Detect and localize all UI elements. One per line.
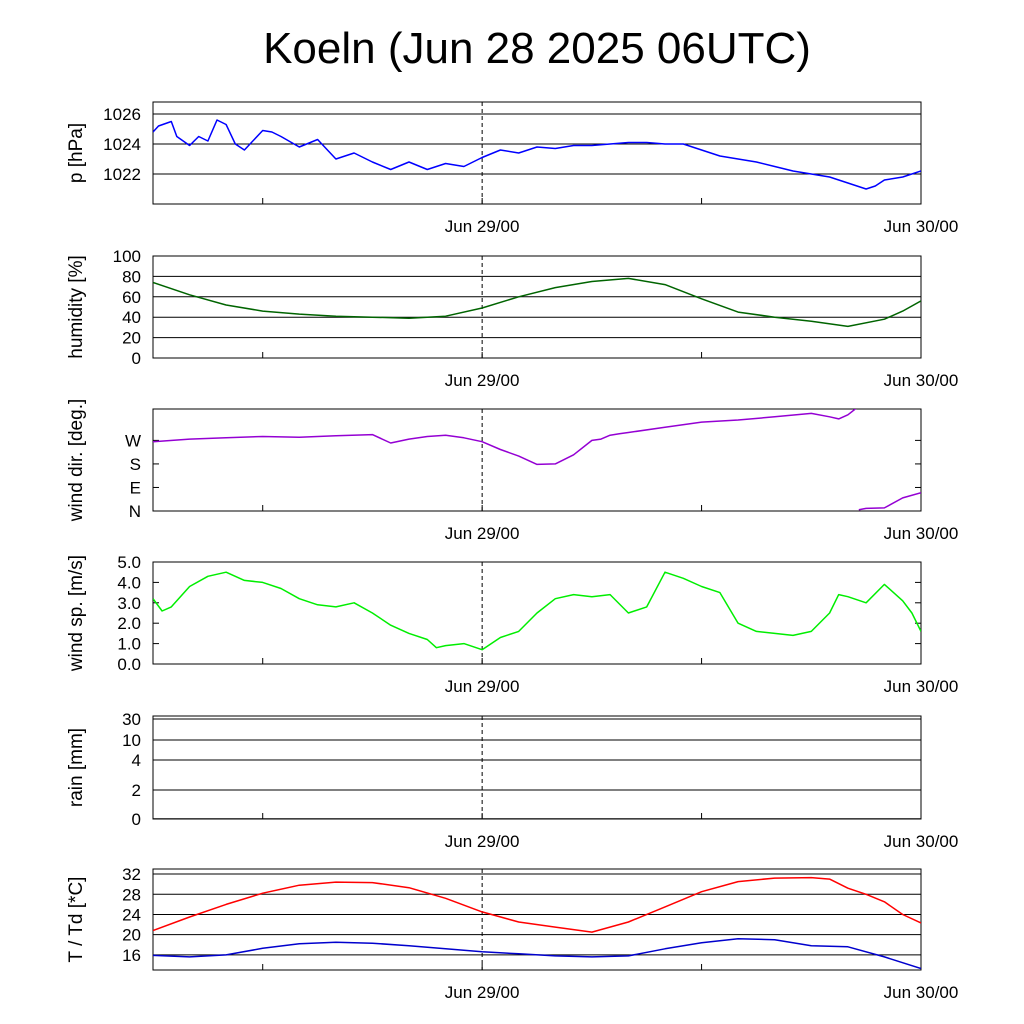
wind-direction-xtick-label: Jun 29/00	[445, 524, 520, 543]
pressure-panel: 1022 1024 1026 Jun 29/00 Jun 30/00 p [hPa]	[66, 101, 959, 236]
humidity-ytick-label: 100	[113, 247, 141, 266]
temperature-series-line	[153, 876, 921, 933]
wind-direction-ytick-label: W	[125, 431, 141, 450]
temperature-series-line	[153, 937, 921, 970]
wind-speed-ytick-label: 3.0	[117, 594, 141, 613]
humidity-ytick-label: 0	[132, 349, 141, 368]
wind-speed-frame	[152, 561, 922, 665]
rain-ylabel: rain [mm]	[66, 728, 87, 807]
temperature-ytick-label: 16	[122, 946, 141, 965]
humidity-series-line	[153, 277, 921, 328]
wind-speed-xtick-label: Jun 29/00	[445, 677, 520, 696]
pressure-frame	[152, 101, 922, 205]
wind-speed-series-line	[153, 571, 921, 651]
wind-direction-xtick-label: Jun 30/00	[884, 524, 959, 543]
wind-speed-ytick-label: 4.0	[117, 573, 141, 592]
temperature-frame	[152, 868, 922, 971]
rain-ytick-label: 30	[122, 710, 141, 729]
humidity-ytick-label: 20	[122, 329, 141, 348]
wind-direction-ytick-label: E	[130, 478, 141, 497]
rain-panel: 0 2 410 30 Jun 29/00 Jun 30/00 rain [mm]	[66, 710, 958, 851]
wind-direction-series-line	[153, 409, 857, 466]
wind-speed-ytick-label: 1.0	[117, 635, 141, 654]
wind-speed-panel: 0.01.0 2.03.0 4.05.0 Jun 29/00 Jun 30/00 wind…	[66, 553, 958, 696]
pressure-ylabel: p [hPa]	[66, 123, 87, 183]
temperature-ytick-label: 28	[122, 885, 141, 904]
humidity-ytick-label: 80	[122, 267, 141, 286]
temperature-ylabel: T / Td [*C]	[66, 877, 87, 963]
rain-ytick-label: 4	[132, 751, 141, 770]
wind-direction-series-line	[858, 491, 921, 511]
humidity-ytick-label: 60	[122, 288, 141, 307]
pressure-ytick-label: 1026	[103, 105, 141, 124]
temperature-ytick-label: 24	[122, 905, 141, 924]
wind-speed-ytick-label: 5.0	[117, 553, 141, 572]
rain-ytick-label: 10	[122, 731, 141, 750]
rain-xtick-label: Jun 30/00	[884, 832, 959, 851]
temperature-ytick-label: 20	[122, 926, 141, 945]
pressure-xtick-label: Jun 30/00	[884, 217, 959, 236]
humidity-frame	[152, 255, 922, 359]
wind-direction-frame	[152, 408, 922, 512]
pressure-ytick-label: 1022	[103, 165, 141, 184]
pressure-xtick-label: Jun 29/00	[445, 217, 520, 236]
temperature-xtick-label: Jun 30/00	[884, 983, 959, 1002]
rain-ytick-label: 2	[132, 781, 141, 800]
wind-direction-ylabel: wind dir. [deg.]	[66, 399, 87, 523]
temperature-xtick-label: Jun 29/00	[445, 983, 520, 1002]
temperature-ytick-label: 32	[122, 865, 141, 884]
pressure-ytick-label: 1024	[103, 135, 141, 154]
rain-xtick-label: Jun 29/00	[445, 832, 520, 851]
humidity-ytick-label: 40	[122, 308, 141, 327]
humidity-xtick-label: Jun 29/00	[445, 371, 520, 390]
chart-title: Koeln (Jun 28 2025 06UTC)	[263, 24, 811, 73]
wind-speed-xtick-label: Jun 30/00	[884, 677, 959, 696]
humidity-xtick-label: Jun 30/00	[884, 371, 959, 390]
humidity-ylabel: humidity [%]	[66, 255, 87, 358]
pressure-series-line	[153, 119, 921, 190]
wind-speed-ytick-label: 2.0	[117, 614, 141, 633]
wind-direction-ytick-label: S	[130, 455, 141, 474]
wind-speed-ytick-label: 0.0	[117, 655, 141, 674]
rain-frame	[152, 715, 922, 820]
rain-ytick-label: 0	[132, 810, 141, 829]
wind-direction-ytick-label: N	[129, 502, 141, 521]
wind-speed-ylabel: wind sp. [m/s]	[66, 555, 87, 672]
